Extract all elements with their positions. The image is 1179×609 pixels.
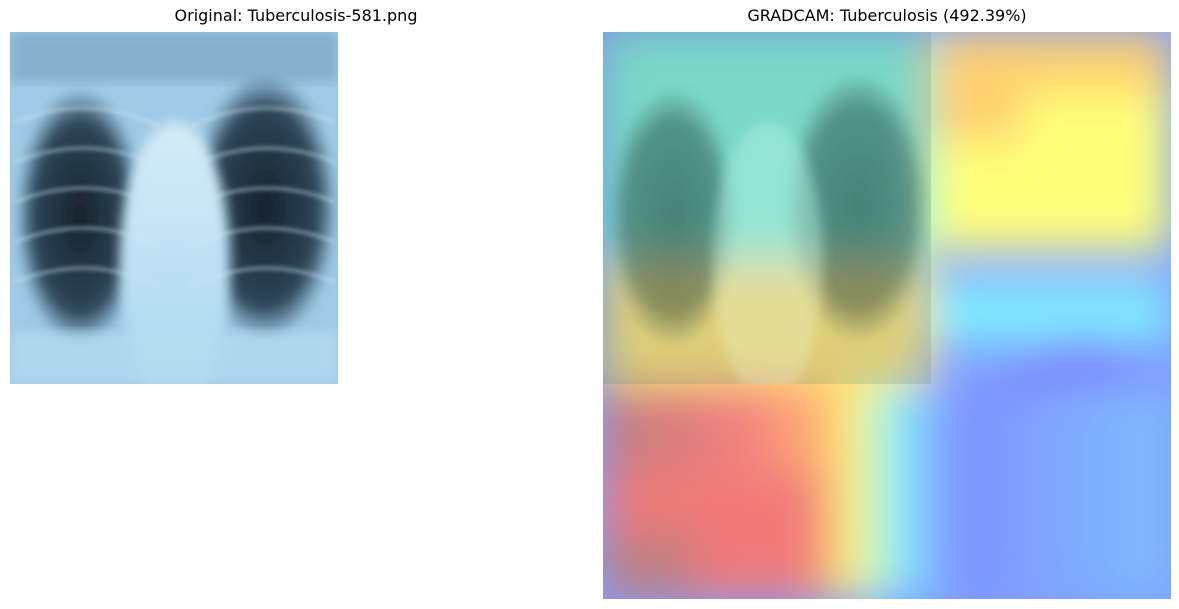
panel-title-gradcam: GRADCAM: Tuberculosis (492.39%) bbox=[747, 6, 1027, 25]
chest-xray-image bbox=[10, 32, 338, 384]
xray-overlay-image bbox=[603, 32, 931, 384]
panel-title-original: Original: Tuberculosis-581.png bbox=[174, 6, 418, 25]
gradcam-heatmap bbox=[603, 32, 1171, 599]
